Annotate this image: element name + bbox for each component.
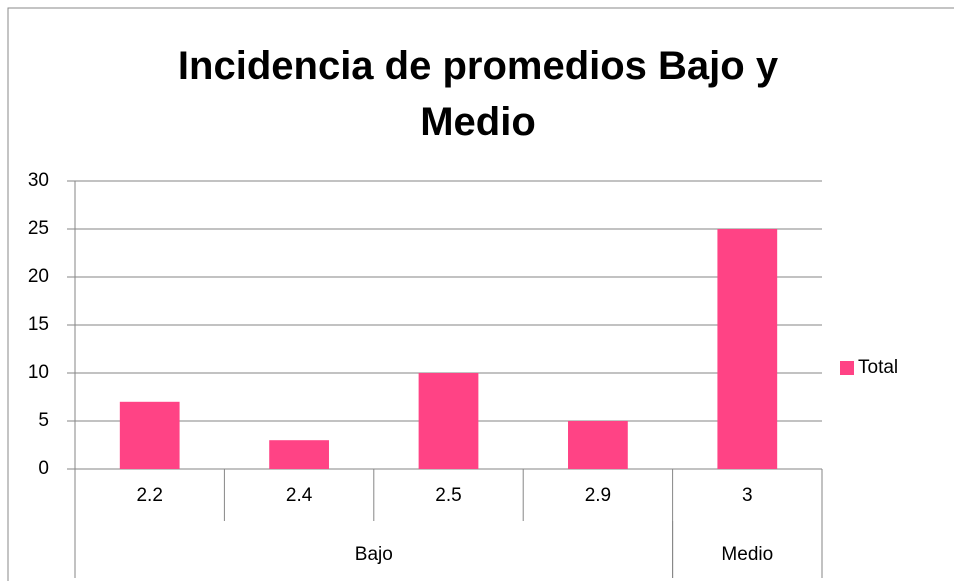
y-tick-label: 5 [38,410,49,431]
y-tick-label: 30 [28,170,49,191]
legend-swatch [840,361,854,375]
group-label: Bajo [355,544,393,565]
x-tick-label: 2.4 [286,485,313,506]
chart-title: Incidencia de promedios Bajo y Medio [177,44,779,144]
x-tick-label: 3 [742,485,753,506]
x-tick-label: 2.9 [585,485,611,506]
bar [119,401,180,469]
y-tick-label: 25 [28,218,49,239]
chart-border [7,7,954,581]
y-tick-label: 15 [28,314,49,335]
group-label: Medio [721,544,773,565]
y-tick-label: 10 [28,362,49,383]
bar [418,373,479,469]
x-tick-label: 2.2 [136,485,162,506]
bar [568,421,628,469]
y-tick-label: 0 [38,458,49,479]
legend-label: Total [858,357,898,378]
bar [717,229,778,469]
y-tick-label: 20 [28,266,49,287]
x-tick-label: 2.5 [435,485,461,506]
bar [269,440,329,469]
